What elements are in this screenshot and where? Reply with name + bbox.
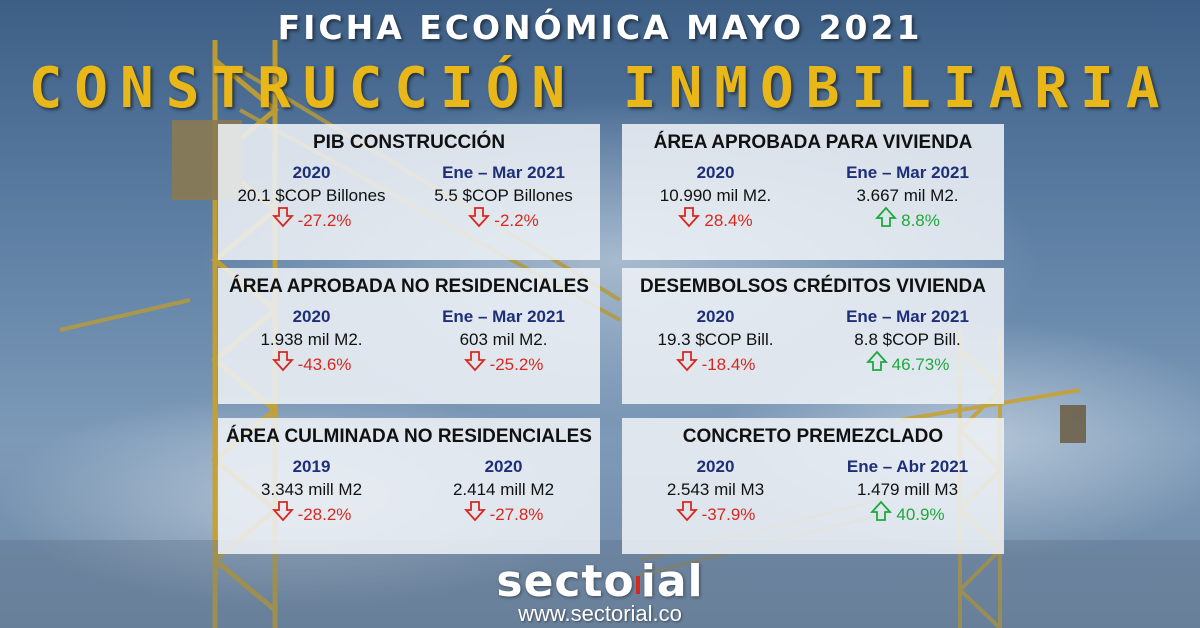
change-value: 28.4% bbox=[704, 211, 753, 230]
change-value: -2.2% bbox=[494, 211, 539, 230]
metric-value: 10.990 mil M2. bbox=[659, 186, 772, 205]
period-label: 2020 bbox=[696, 163, 735, 182]
card-area-culminada-no-residenciales: ÁREA CULMINADA NO RESIDENCIALES 2019 3.3… bbox=[218, 418, 600, 554]
card-column-left: 2020 10.990 mil M2. 28.4% bbox=[628, 162, 803, 234]
change-value: -25.2% bbox=[489, 355, 544, 374]
card-column-right: Ene – Abr 2021 1.479 mill M3 40.9% bbox=[820, 456, 995, 528]
change-value: -37.9% bbox=[701, 505, 756, 524]
change-indicator: 8.8% bbox=[820, 206, 995, 236]
card-title: ÁREA APROBADA NO RESIDENCIALES bbox=[229, 276, 589, 297]
card-desembolsos-creditos-vivienda: DESEMBOLSOS CRÉDITOS VIVIENDA 2020 19.3 … bbox=[622, 268, 1004, 404]
change-value: 46.73% bbox=[891, 355, 950, 374]
change-indicator: -18.4% bbox=[628, 350, 803, 380]
card-column-right: 2020 2.414 mill M2 -27.8% bbox=[416, 456, 591, 528]
metric-value: 20.1 $COP Billones bbox=[237, 186, 386, 205]
metric-value: 1.479 mill M3 bbox=[856, 480, 959, 499]
change-indicator: 40.9% bbox=[820, 500, 995, 530]
arrow-down-icon bbox=[675, 350, 698, 380]
card-pib-construccion: PIB CONSTRUCCIÓN 2020 20.1 $COP Billones… bbox=[218, 124, 600, 260]
change-indicator: -43.6% bbox=[224, 350, 399, 380]
period-label: 2020 bbox=[292, 163, 331, 182]
metric-value: 5.5 $COP Billones bbox=[434, 186, 573, 205]
website-url[interactable]: www.sectorial.co bbox=[518, 601, 682, 626]
arrow-down-icon bbox=[678, 206, 701, 236]
metric-value: 3.667 mil M2. bbox=[856, 186, 959, 205]
card-column-left: 2020 20.1 $COP Billones -27.2% bbox=[224, 162, 399, 234]
period-label: Ene – Mar 2021 bbox=[442, 163, 565, 182]
metric-value: 3.343 mill M2 bbox=[260, 480, 363, 499]
change-indicator: -27.8% bbox=[416, 500, 591, 530]
card-area-aprobada-no-residenciales: ÁREA APROBADA NO RESIDENCIALES 2020 1.93… bbox=[218, 268, 600, 404]
card-area-aprobada-vivienda: ÁREA APROBADA PARA VIVIENDA 2020 10.990 … bbox=[622, 124, 1004, 260]
change-value: 40.9% bbox=[896, 505, 945, 524]
change-value: -27.2% bbox=[297, 211, 352, 230]
metric-value: 19.3 $COP Bill. bbox=[657, 330, 774, 349]
arrow-up-icon bbox=[870, 500, 893, 530]
card-title: ÁREA APROBADA PARA VIVIENDA bbox=[653, 132, 973, 153]
arrow-down-icon bbox=[463, 500, 486, 530]
metric-value: 603 mil M2. bbox=[459, 330, 548, 349]
change-indicator: -25.2% bbox=[416, 350, 591, 380]
logo-bar-mark bbox=[635, 576, 640, 594]
change-indicator: 28.4% bbox=[628, 206, 803, 236]
sectorial-logo: secto ial bbox=[0, 556, 1200, 607]
card-column-right: Ene – Mar 2021 8.8 $COP Bill. 46.73% bbox=[820, 306, 995, 378]
arrow-up-icon bbox=[865, 350, 888, 380]
logo-text-end: ial bbox=[640, 556, 704, 607]
period-label: Ene – Mar 2021 bbox=[846, 307, 969, 326]
metric-value: 8.8 $COP Bill. bbox=[854, 330, 961, 349]
change-indicator: -2.2% bbox=[416, 206, 591, 236]
card-title: PIB CONSTRUCCIÓN bbox=[312, 132, 506, 153]
card-title: ÁREA CULMINADA NO RESIDENCIALES bbox=[226, 426, 592, 447]
card-title: DESEMBOLSOS CRÉDITOS VIVIENDA bbox=[640, 276, 986, 297]
arrow-down-icon bbox=[271, 206, 294, 236]
period-label: 2020 bbox=[696, 457, 735, 476]
change-value: -27.8% bbox=[489, 505, 544, 524]
card-column-left: 2020 2.543 mil M3 -37.9% bbox=[628, 456, 803, 528]
report-title: FICHA ECONÓMICA MAYO 2021 bbox=[277, 8, 923, 47]
arrow-down-icon bbox=[463, 350, 486, 380]
change-value: -43.6% bbox=[297, 355, 352, 374]
arrow-down-icon bbox=[271, 500, 294, 530]
change-value: -28.2% bbox=[297, 505, 352, 524]
period-label: 2019 bbox=[292, 457, 331, 476]
card-column-left: 2019 3.343 mill M2 -28.2% bbox=[224, 456, 399, 528]
change-indicator: 46.73% bbox=[820, 350, 995, 380]
period-label: 2020 bbox=[292, 307, 331, 326]
arrow-down-icon bbox=[271, 350, 294, 380]
metric-value: 1.938 mil M2. bbox=[260, 330, 363, 349]
arrow-down-icon bbox=[675, 500, 698, 530]
metric-value: 2.543 mil M3 bbox=[666, 480, 765, 499]
metric-value: 2.414 mill M2 bbox=[452, 480, 555, 499]
change-value: -18.4% bbox=[701, 355, 756, 374]
period-label: Ene – Mar 2021 bbox=[846, 163, 969, 182]
period-label: 2020 bbox=[696, 307, 735, 326]
change-indicator: -27.2% bbox=[224, 206, 399, 236]
arrow-down-icon bbox=[468, 206, 491, 236]
card-column-left: 2020 19.3 $COP Bill. -18.4% bbox=[628, 306, 803, 378]
card-column-right: Ene – Mar 2021 5.5 $COP Billones -2.2% bbox=[416, 162, 591, 234]
change-value: 8.8% bbox=[901, 211, 940, 230]
card-concreto-premezclado: CONCRETO PREMEZCLADO 2020 2.543 mil M3 -… bbox=[622, 418, 1004, 554]
card-title: CONCRETO PREMEZCLADO bbox=[682, 426, 944, 447]
period-label: Ene – Abr 2021 bbox=[846, 457, 969, 476]
card-column-left: 2020 1.938 mil M2. -43.6% bbox=[224, 306, 399, 378]
card-column-right: Ene – Mar 2021 3.667 mil M2. 8.8% bbox=[820, 162, 995, 234]
period-label: 2020 bbox=[484, 457, 523, 476]
report-subtitle: CONSTRUCCIÓN INMOBILIARIA bbox=[28, 56, 1172, 121]
card-column-right: Ene – Mar 2021 603 mil M2. -25.2% bbox=[416, 306, 591, 378]
period-label: Ene – Mar 2021 bbox=[442, 307, 565, 326]
change-indicator: -37.9% bbox=[628, 500, 803, 530]
change-indicator: -28.2% bbox=[224, 500, 399, 530]
logo-text-start: secto bbox=[496, 556, 635, 607]
arrow-up-icon bbox=[875, 206, 898, 236]
